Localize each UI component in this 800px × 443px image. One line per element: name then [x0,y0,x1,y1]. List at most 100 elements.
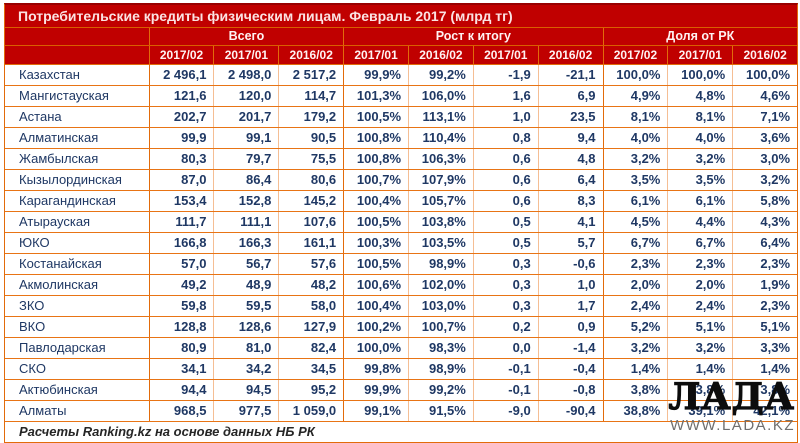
table-row: ЮКО 166,8 166,3 161,1 100,3% 103,5% 0,5 5,7 6,7%… [5,233,797,254]
value-cell: 106,3% [408,149,473,169]
value-cell: 38,8% [602,401,668,421]
value-cell: 977,5 [213,401,278,421]
value-cell: 86,4 [213,170,278,190]
value-cell: 103,0% [408,296,473,316]
value-cell: 2,3% [732,296,797,316]
value-cell: 113,1% [408,107,473,127]
value-cell: 2,4% [667,296,732,316]
value-cell: 3,2% [602,149,668,169]
value-cell: 100,0% [732,65,797,85]
value-cell: 153,4 [148,191,214,211]
value-cell: 145,2 [278,191,343,211]
region-cell: Костанайская [19,256,102,271]
value-cell: 111,7 [148,212,214,232]
value-cell: 6,4 [537,170,603,190]
period-header: 2016/02 [408,46,473,64]
value-cell: 1,0 [472,107,538,127]
region-cell: Актюбинская [19,382,98,397]
period-header: 2017/01 [343,46,408,64]
value-cell: 4,4% [667,212,732,232]
value-cell: 0,6 [472,191,538,211]
value-cell: 0,3 [472,275,538,295]
region-cell: Мангистауская [19,88,109,103]
table-row: Карагандинская 153,4 152,8 145,2 100,4% 105,7… [5,191,797,212]
value-cell: 3,2% [602,338,668,358]
value-cell: 0,3 [472,254,538,274]
value-cell: 82,4 [278,338,343,358]
value-cell: 100,4% [343,191,408,211]
value-cell: 201,7 [213,107,278,127]
value-cell: 3,5% [602,170,668,190]
value-cell: 2,4% [602,296,668,316]
value-cell: 1,4% [732,359,797,379]
value-cell: 120,0 [213,86,278,106]
value-cell: 99,2% [408,380,473,400]
value-cell: 48,9 [213,275,278,295]
value-cell: 1 059,0 [278,401,343,421]
value-cell: 57,0 [148,254,214,274]
value-cell: 0,3 [472,296,538,316]
value-cell: 100,7% [343,170,408,190]
value-cell: 100,8% [343,149,408,169]
table-row: Акмолинская 49,2 48,9 48,2 100,6% 102,0% 0,3 1,… [5,275,797,296]
value-cell: 8,3 [537,191,603,211]
value-cell: 128,6 [213,317,278,337]
value-cell: 6,1% [602,191,668,211]
value-cell: 100,6% [343,275,408,295]
column-group-header: Всего [148,28,344,45]
region-cell: Казахстан [19,67,80,82]
value-cell: 4,9% [602,86,668,106]
value-cell: 9,4 [537,128,603,148]
value-cell: 103,8% [408,212,473,232]
value-cell: 0,6 [472,149,538,169]
value-cell: 80,6 [278,170,343,190]
value-cell: 59,5 [213,296,278,316]
region-cell: ЮКО [19,235,50,250]
value-cell: 161,1 [278,233,343,253]
value-cell: 6,7% [602,233,668,253]
value-cell: 0,5 [472,212,538,232]
value-cell: 3,5% [667,170,732,190]
value-cell: 2 496,1 [148,65,214,85]
value-cell: 99,1% [343,401,408,421]
value-cell: 100,3% [343,233,408,253]
value-cell: 2,3% [732,254,797,274]
value-cell: 100,4% [343,296,408,316]
region-cell: ЗКО [19,298,45,313]
region-cell: Алматинская [19,130,99,145]
value-cell: -1,9 [472,65,538,85]
value-cell: -1,4 [537,338,603,358]
value-cell: 79,7 [213,149,278,169]
value-cell: 110,4% [408,128,473,148]
value-cell: 128,8 [148,317,214,337]
value-cell: 2,0% [602,275,668,295]
value-cell: 1,0 [537,275,603,295]
table-row: Атырауская 111,7 111,1 107,6 100,5% 103,8% 0,5… [5,212,797,233]
value-cell: 99,9% [343,380,408,400]
value-cell: 166,8 [148,233,214,253]
value-cell: 94,5 [213,380,278,400]
value-cell: 23,5 [537,107,603,127]
value-cell: 6,9 [537,86,603,106]
value-cell: 127,9 [278,317,343,337]
table-row: ЗКО 59,8 59,5 58,0 100,4% 103,0% 0,3 1,7 2,4% 2,4… [5,296,797,317]
value-cell: 99,9 [148,128,214,148]
value-cell: 100,7% [408,317,473,337]
period-header: 2016/02 [537,46,603,64]
value-cell: -90,4 [537,401,603,421]
value-cell: 3,8% [602,380,668,400]
value-cell: 4,5% [602,212,668,232]
value-cell: 2,0% [667,275,732,295]
value-cell: 1,4% [667,359,732,379]
value-cell: 4,1 [537,212,603,232]
value-cell: 7,1% [732,107,797,127]
value-cell: 100,0% [602,65,668,85]
value-cell: 81,0 [213,338,278,358]
value-cell: -0,1 [472,380,538,400]
value-cell: -0,8 [537,380,603,400]
region-header-blank [5,28,149,45]
value-cell: 100,0% [667,65,732,85]
value-cell: -9,0 [472,401,538,421]
value-cell: 75,5 [278,149,343,169]
value-cell: 2 498,0 [213,65,278,85]
